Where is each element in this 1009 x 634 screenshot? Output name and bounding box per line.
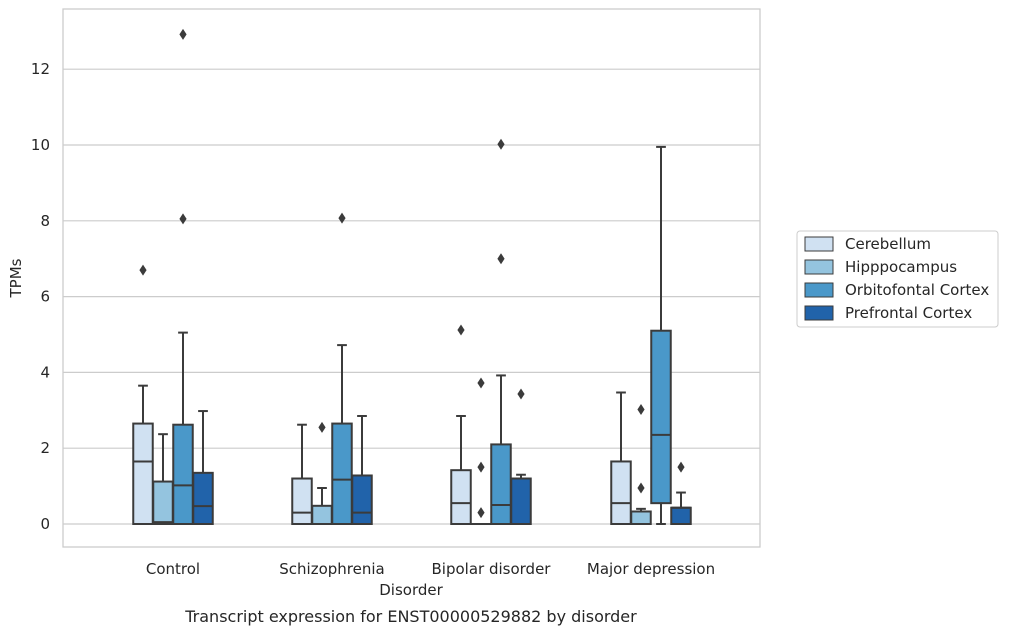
box-plot [351,414,373,526]
box [192,471,214,525]
y-tick-label: 0 [40,515,50,533]
outlier-point [179,213,187,225]
box-group [291,212,373,526]
box-plot [172,28,194,525]
outlier-point [179,28,187,40]
legend-item: Hipppocampus [804,258,957,276]
legend-label: Hipppocampus [845,258,957,276]
box-group [610,145,692,526]
box-plot [192,410,214,525]
box-plot [311,421,333,526]
outlier-point [477,461,485,473]
box [172,423,194,525]
box-plot [470,377,492,526]
y-tick-label: 2 [40,439,50,457]
y-tick-label: 10 [31,136,50,154]
box [331,422,353,525]
box [510,477,532,525]
box [351,474,373,526]
box [610,460,632,525]
legend-label: Cerebellum [845,235,931,253]
box [490,443,512,525]
outlier-point [497,253,505,265]
box-group [132,28,214,525]
outlier-point [637,482,645,494]
legend-item: Orbitofontal Cortex [804,281,989,299]
box-plot [630,404,652,526]
box [670,506,692,526]
box-plot [490,138,512,525]
legend: Cerebellum Hipppocampus Orbitofontal Corte… [796,230,999,328]
outlier-point [477,377,485,389]
legend-swatch [804,259,834,275]
box-plot [331,212,353,525]
box-plot [450,324,472,526]
box [311,504,333,526]
y-tick-label: 12 [31,60,50,78]
legend-items: Cerebellum Hipppocampus Orbitofontal Corte… [804,235,989,322]
outlier-point [318,421,326,433]
box [291,477,313,525]
legend-swatch [804,236,834,252]
outlier-point [477,507,485,519]
box-plot [670,461,692,526]
y-tick-labels: 0 2 4 6 8 10 12 [31,60,50,533]
legend-label: Orbitofontal Cortex [845,281,989,299]
box-plot [132,264,154,525]
box-plot [610,391,632,525]
x-tick-label: Control [146,560,200,578]
legend-item: Prefrontal Cortex [804,304,972,322]
box-plot [510,388,532,525]
y-axis-title: TPMs [7,258,25,298]
outlier-point [497,138,505,150]
legend-item: Cerebellum [804,235,931,253]
x-tick-label: Schizophrenia [279,560,384,578]
box-plot [291,423,313,525]
x-tick-label: Bipolar disorder [432,560,552,578]
y-tick-label: 6 [40,288,50,306]
box [152,480,174,525]
outlier-point [457,324,465,336]
box-group [450,138,532,526]
outlier-point [517,388,525,400]
x-tick-labels: Control Schizophrenia Bipolar disorder Majo… [146,560,715,578]
box [450,469,472,526]
y-tick-label: 8 [40,212,50,230]
outlier-point [338,212,346,224]
x-tick-label: Major depression [587,560,715,578]
outlier-point [637,404,645,416]
legend-frame [796,230,999,328]
x-axis-title: Disorder [379,581,443,599]
plot-frame [62,8,761,548]
box-plot [650,145,672,525]
box-groups [132,28,692,526]
box [650,329,672,505]
y-tick-label: 4 [40,363,50,381]
legend-swatch [804,305,834,321]
legend-label: Prefrontal Cortex [845,304,972,322]
box [132,422,154,525]
outlier-point [677,461,685,473]
box [630,510,652,526]
outlier-point [139,264,147,276]
legend-swatch [804,282,834,298]
chart-caption: Transcript expression for ENST0000052988… [184,607,637,626]
